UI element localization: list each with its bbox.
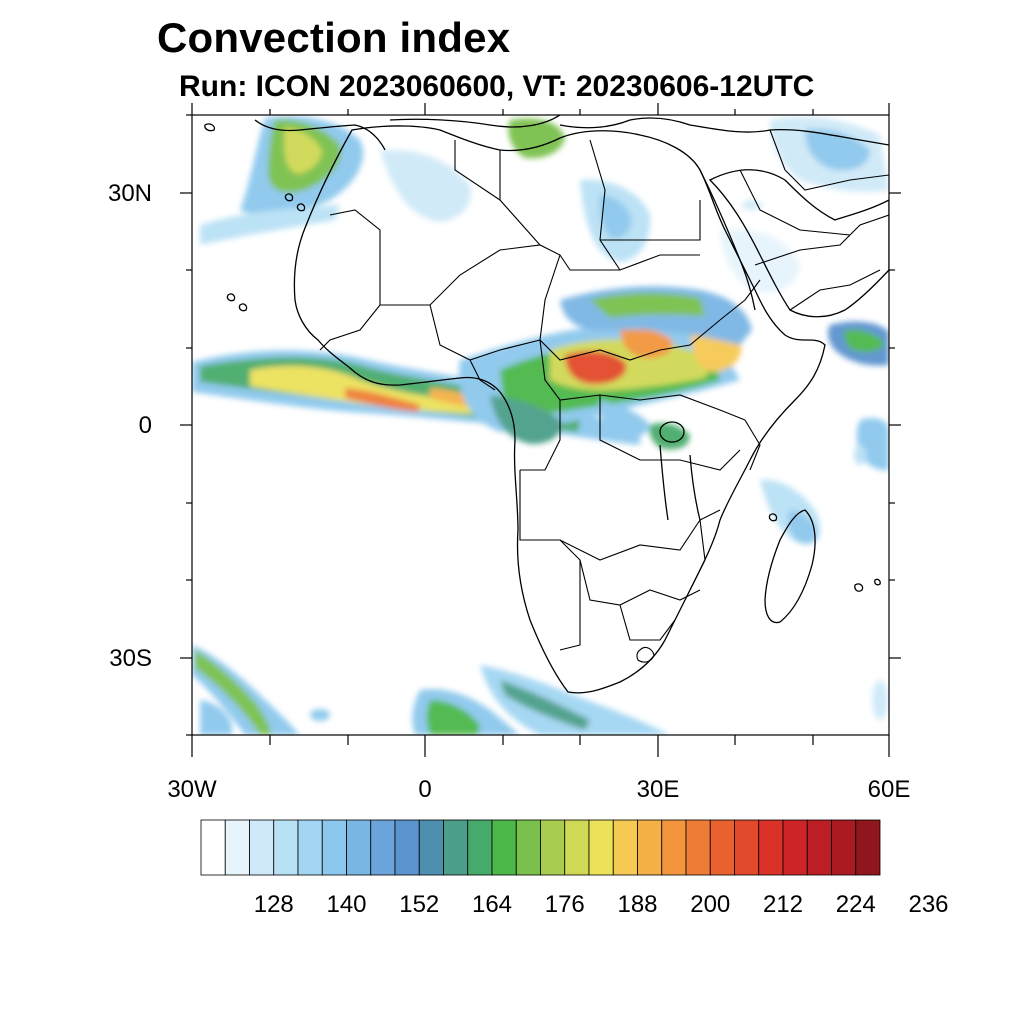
map-subtitle: Run: ICON 2023060600, VT: 20230606-12UTC bbox=[179, 70, 815, 103]
convection-field bbox=[192, 116, 889, 735]
colorbar-label: 128 bbox=[254, 891, 294, 918]
arabia-coastline bbox=[708, 169, 889, 318]
colorbar-swatch bbox=[831, 819, 857, 876]
colorbar-swatch bbox=[273, 819, 299, 876]
colorbar-swatch bbox=[734, 819, 760, 876]
lake-victoria bbox=[659, 421, 685, 443]
colorbar-swatch bbox=[346, 819, 372, 876]
colorbar-swatch bbox=[540, 819, 566, 876]
africa-coastline bbox=[293, 125, 826, 694]
lon-label-0: 0 bbox=[418, 776, 431, 803]
colorbar-swatch bbox=[806, 819, 832, 876]
lat-label-30s: 30S bbox=[109, 645, 152, 672]
colorbar-swatch bbox=[200, 819, 226, 876]
colorbar-swatch bbox=[418, 819, 444, 876]
colorbar-label: 224 bbox=[836, 891, 876, 918]
colorbar-swatch bbox=[394, 819, 420, 876]
colorbar-swatch bbox=[782, 819, 808, 876]
colorbar-swatch bbox=[709, 819, 735, 876]
lat-label-0: 0 bbox=[139, 412, 152, 439]
colorbar-label: 236 bbox=[908, 891, 948, 918]
colorbar-labels: 128 140 152 164 176 188 200 212 224 236 bbox=[254, 891, 949, 918]
colorbar-label: 188 bbox=[617, 891, 657, 918]
colorbar-label: 176 bbox=[545, 891, 585, 918]
colorbar-swatch bbox=[491, 819, 517, 876]
colorbar-label: 200 bbox=[690, 891, 730, 918]
colorbar-label: 152 bbox=[399, 891, 439, 918]
colorbar-label: 140 bbox=[326, 891, 366, 918]
colorbar-swatch bbox=[224, 819, 250, 876]
lon-label-30e: 30E bbox=[637, 776, 680, 803]
colorbar-swatch bbox=[564, 819, 590, 876]
coastlines bbox=[204, 115, 889, 694]
colorbar-swatch bbox=[297, 819, 323, 876]
colorbar-label: 164 bbox=[472, 891, 512, 918]
colorbar-swatch bbox=[588, 819, 614, 876]
colorbar-swatch bbox=[467, 819, 493, 876]
colorbar-swatch bbox=[637, 819, 663, 876]
axis-ticks bbox=[180, 103, 901, 757]
madagascar-coastline bbox=[764, 509, 816, 624]
colorbar-swatch bbox=[321, 819, 347, 876]
map-title: Convection index bbox=[157, 14, 511, 61]
colorbar-swatch bbox=[515, 819, 541, 876]
lon-label-60e: 60E bbox=[868, 776, 911, 803]
colorbar-swatch bbox=[370, 819, 396, 876]
lon-label-30w: 30W bbox=[167, 776, 217, 803]
colorbar bbox=[200, 819, 881, 876]
colorbar-swatch bbox=[685, 819, 711, 876]
colorbar-swatch bbox=[612, 819, 638, 876]
colorbar-swatch bbox=[249, 819, 275, 876]
colorbar-swatch bbox=[661, 819, 687, 876]
colorbar-label: 212 bbox=[763, 891, 803, 918]
colorbar-swatch bbox=[758, 819, 784, 876]
colorbar-swatch bbox=[855, 819, 881, 876]
lat-label-30n: 30N bbox=[108, 180, 152, 207]
colorbar-swatch bbox=[443, 819, 469, 876]
